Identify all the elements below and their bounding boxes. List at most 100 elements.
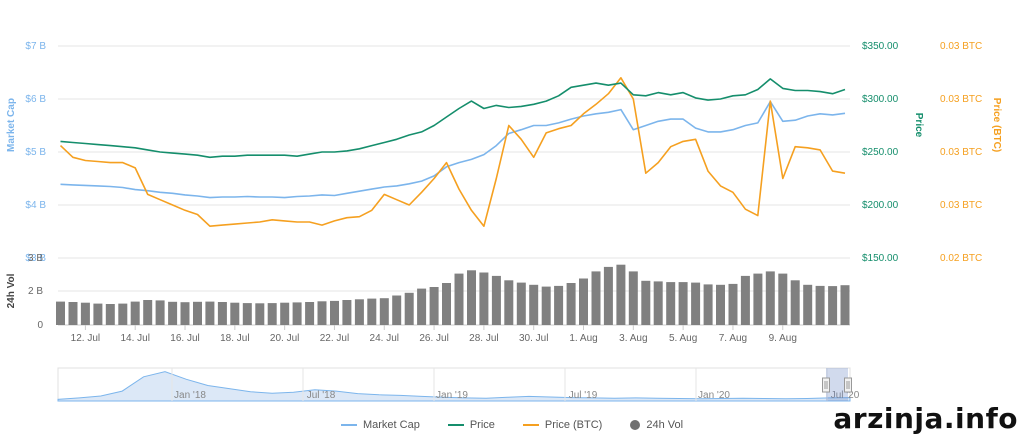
navigator-handle-right[interactable] — [844, 377, 852, 393]
volume-bar — [168, 301, 178, 325]
volume-bar — [778, 273, 788, 325]
volume-bar — [217, 302, 227, 325]
legend-label-market-cap: Market Cap — [362, 419, 420, 431]
price-tick-label: $200.00 — [862, 200, 899, 211]
volume-bar — [367, 298, 377, 325]
left-axis-title: Market Cap — [6, 98, 17, 152]
series-lines — [59, 77, 846, 227]
legend-item-volume[interactable]: 24h Vol — [630, 419, 683, 431]
volume-bar — [379, 298, 389, 325]
navigator-tick-label: Jul '18 — [307, 390, 336, 401]
volume-bar — [56, 301, 65, 325]
legend-item-price-btc[interactable]: Price (BTC) — [522, 419, 603, 431]
volume-bar — [93, 303, 103, 325]
volume-tick-label: 0 — [37, 320, 43, 331]
volume-bar — [728, 283, 738, 325]
volume-bar — [641, 280, 651, 325]
legend: Market Cap Price Price (BTC) 24h Vol — [0, 414, 1024, 436]
volume-bar — [554, 285, 564, 325]
volume-bar — [765, 271, 775, 325]
volume-bar — [815, 285, 825, 325]
navigator[interactable]: Jan '18 Jul '18 Jan '19 Jul '19 Jan '20 Jul '… — [57, 367, 860, 402]
volume-bar — [591, 271, 601, 325]
volume-bar — [653, 281, 663, 325]
left-tick-label: $7 B — [25, 41, 46, 52]
legend-swatch-price-btc — [522, 424, 539, 426]
volume-bar — [354, 299, 364, 325]
x-tick-label: 30. Jul — [519, 333, 548, 344]
navigator-tick-label: Jan '20 — [698, 390, 730, 401]
volume-bar — [628, 271, 638, 325]
price-tick-label: $250.00 — [862, 147, 899, 158]
series-line-market-cap — [60, 100, 846, 199]
volume-bar — [491, 275, 501, 325]
legend-label-price-btc: Price (BTC) — [544, 419, 603, 431]
x-tick-label: 1. Aug — [569, 333, 597, 344]
volume-bar — [317, 301, 327, 325]
volume-bar — [516, 282, 526, 325]
navigator-handle-left[interactable] — [822, 377, 830, 393]
volume-bar — [68, 302, 78, 325]
volume-bar — [467, 270, 476, 325]
volume-bars — [56, 264, 850, 325]
legend-item-price[interactable]: Price — [447, 419, 495, 431]
volume-bar — [840, 285, 850, 325]
x-tick-label: 5. Aug — [669, 333, 697, 344]
volume-bar — [130, 301, 140, 325]
series-line-price — [60, 78, 846, 159]
navigator-tick-label: Jul '20 — [831, 390, 860, 401]
volume-bar — [255, 303, 265, 325]
volume-bar — [267, 303, 277, 325]
volume-bar — [566, 283, 576, 325]
volume-axis-title: 24h Vol — [6, 273, 17, 308]
x-tick-label: 16. Jul — [170, 333, 199, 344]
volume-bar — [666, 282, 676, 325]
volume-bar — [292, 302, 302, 325]
volume-bar — [180, 302, 190, 325]
volume-bar — [504, 280, 514, 325]
volume-bar — [80, 302, 90, 325]
x-tick-label: 3. Aug — [619, 333, 647, 344]
volume-bar — [205, 301, 215, 325]
x-tick-label: 22. Jul — [320, 333, 349, 344]
volume-bar — [541, 286, 551, 325]
volume-bar — [479, 272, 489, 325]
volume-bar — [280, 302, 290, 325]
volume-bar — [143, 300, 153, 325]
volume-bar — [417, 288, 427, 325]
navigator-tick-label: Jul '19 — [569, 390, 598, 401]
x-tick-label: 28. Jul — [469, 333, 498, 344]
volume-bar — [579, 278, 588, 325]
navigator-tick-label: Jan '18 — [174, 390, 206, 401]
volume-bar — [193, 301, 202, 325]
x-tick-label: 18. Jul — [220, 333, 249, 344]
legend-label-volume: 24h Vol — [646, 419, 684, 431]
btc-axis-title: Price (BTC) — [991, 98, 1002, 152]
left-tick-label: $4 B — [25, 200, 46, 211]
x-tick-label: 20. Jul — [270, 333, 299, 344]
volume-bar — [330, 300, 339, 325]
volume-bar — [454, 273, 464, 325]
volume-bar — [703, 284, 713, 325]
navigator-tick-label: Jan '19 — [436, 390, 468, 401]
volume-bar — [678, 282, 688, 325]
legend-item-market-cap[interactable]: Market Cap — [340, 419, 420, 431]
volume-bar — [342, 300, 352, 325]
volume-bar — [803, 284, 813, 325]
volume-bar — [230, 302, 240, 325]
volume-tick-label: 3 B — [28, 253, 43, 264]
volume-bar — [105, 304, 115, 325]
navigator-area — [57, 371, 851, 402]
volume-bar — [753, 273, 763, 325]
volume-bar — [429, 287, 439, 325]
x-tick-label: 26. Jul — [419, 333, 448, 344]
watermark-text: arzinja.info — [833, 402, 1018, 435]
volume-bar — [691, 282, 701, 325]
navigator-selection[interactable] — [826, 368, 848, 401]
axis-titles: Market Cap 24h Vol Price Price (BTC) — [6, 98, 1002, 309]
x-tick-label: 12. Jul — [71, 333, 100, 344]
price-axis-title: Price — [913, 113, 924, 138]
legend-swatch-price — [447, 424, 464, 426]
btc-tick-label: 0.03 BTC — [940, 41, 982, 52]
